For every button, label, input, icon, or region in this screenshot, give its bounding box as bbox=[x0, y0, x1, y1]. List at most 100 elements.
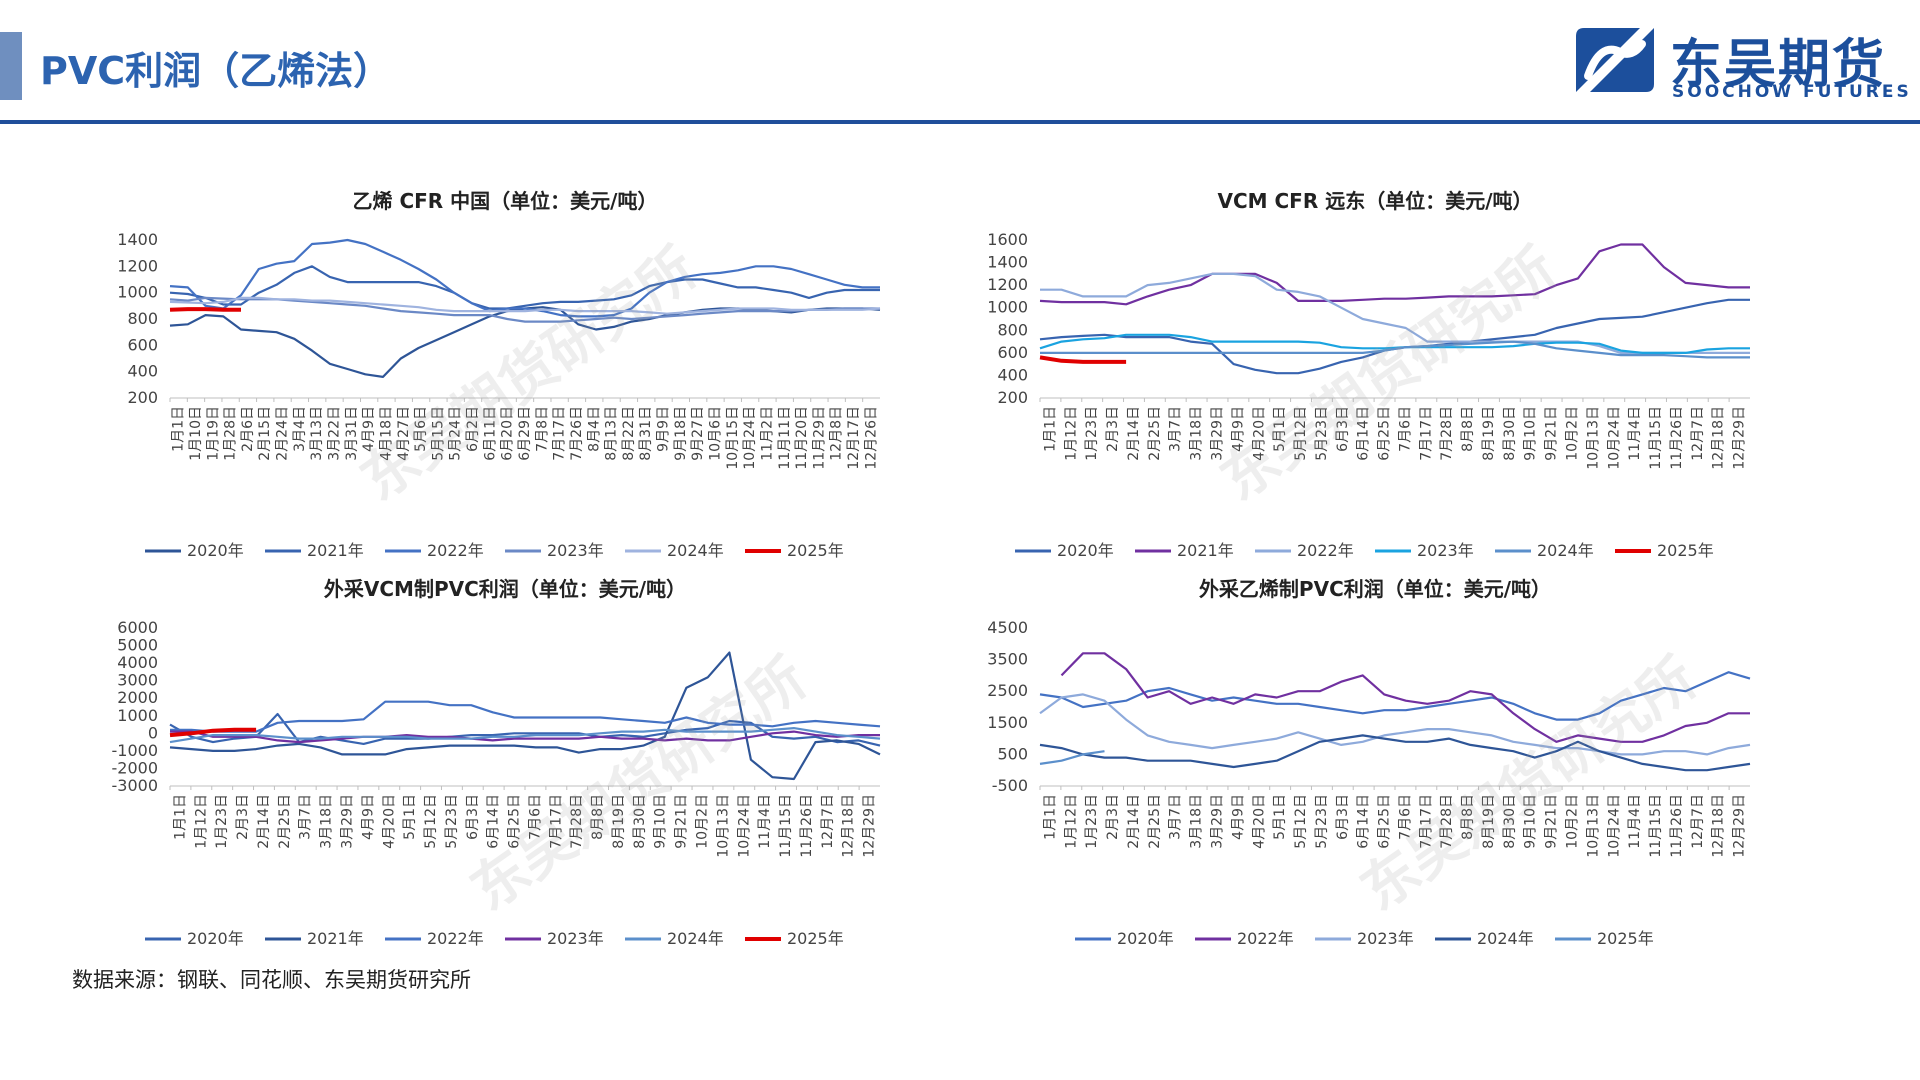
chart-ethylene-cfr-china: 乙烯 CFR 中国（单位：美元/吨） 200 400 600 800 1000 1200 14… bbox=[90, 178, 920, 568]
x-tick-label: 4月20日 bbox=[1251, 406, 1267, 461]
legend-label: 2020年 bbox=[187, 929, 244, 948]
x-tick-label: 12月29日 bbox=[862, 794, 878, 858]
y-tick-label: 4500 bbox=[987, 618, 1028, 637]
x-tick-label: 6月25日 bbox=[1377, 794, 1393, 849]
x-tick-label: 3月13日 bbox=[309, 406, 325, 461]
x-tick-label: 12月29日 bbox=[1732, 406, 1748, 470]
x-tick-label: 4月9日 bbox=[361, 406, 377, 452]
y-tick-label: 1000 bbox=[117, 706, 158, 725]
x-tick-label: 3月18日 bbox=[1189, 406, 1205, 461]
y-tick-label: 400 bbox=[127, 362, 158, 381]
chart-vcm-pvc-profit: 外采VCM制PVC利润（单位：美元/吨） -3000 -2000 -1000 0 1000… bbox=[90, 566, 920, 956]
x-tick-label: 4月18日 bbox=[378, 406, 394, 461]
x-tick-label: 10月13日 bbox=[1585, 406, 1601, 470]
series-line-2025年 bbox=[1039, 750, 1105, 765]
series-line-2023年 bbox=[1039, 333, 1750, 354]
chart-title: VCM CFR 远东（单位：美元/吨） bbox=[1217, 189, 1532, 213]
series-line-2022年 bbox=[170, 700, 881, 733]
x-tick-label: 3月7日 bbox=[298, 794, 314, 840]
series-line-2023年 bbox=[1039, 693, 1751, 756]
x-tick-label: 7月26日 bbox=[569, 406, 585, 461]
series-line-2022年 bbox=[1040, 272, 1750, 354]
y-tick-label: 4000 bbox=[117, 653, 158, 672]
legend-label: 2023年 bbox=[1417, 541, 1474, 560]
series-line-2021年 bbox=[169, 265, 880, 310]
legend-label: 2022年 bbox=[427, 541, 484, 560]
x-tick-label: 9月27日 bbox=[690, 406, 706, 461]
x-tick-label: 9月10日 bbox=[1523, 794, 1539, 849]
y-tick-label: 500 bbox=[997, 744, 1028, 763]
x-tick-label: 6月3日 bbox=[1335, 794, 1351, 840]
chart-ethylene-pvc-profit: 外采乙烯制PVC利润（单位：美元/吨） -500 500 1500 2500 3500 45… bbox=[960, 566, 1790, 956]
x-tick-label: 3月31日 bbox=[344, 406, 360, 461]
x-tick-label: 7月17日 bbox=[1418, 794, 1434, 849]
x-tick-label: 7月28日 bbox=[1439, 794, 1455, 849]
series-line-2020年 bbox=[169, 306, 881, 378]
x-tick-label: 5月23日 bbox=[444, 794, 460, 849]
x-tick-label: 11月15日 bbox=[1648, 794, 1664, 858]
x-tick-label: 9月10日 bbox=[1523, 406, 1539, 461]
series-line-2024年 bbox=[1040, 340, 1750, 359]
x-tick-label: 8月30日 bbox=[1502, 406, 1518, 461]
x-tick-label: 6月3日 bbox=[1335, 406, 1351, 452]
x-tick-label: 11月20日 bbox=[794, 406, 810, 470]
x-tick-label: 2月14日 bbox=[256, 794, 272, 849]
y-tick-label: 1400 bbox=[117, 230, 158, 249]
x-tick-label: 12月26日 bbox=[863, 406, 879, 470]
y-tick-label: 2000 bbox=[117, 688, 158, 707]
x-tick-label: 8月8日 bbox=[1460, 406, 1476, 452]
x-tick-label: 9月21日 bbox=[674, 794, 690, 849]
legend-label: 2020年 bbox=[187, 541, 244, 560]
x-tick-label: 8月8日 bbox=[1460, 794, 1476, 840]
y-tick-label: 200 bbox=[997, 388, 1028, 407]
y-tick-label: 1000 bbox=[117, 283, 158, 302]
x-tick-label: 11月26日 bbox=[1669, 794, 1685, 858]
y-tick-label: -500 bbox=[992, 776, 1028, 795]
x-tick-label: 12月18日 bbox=[1711, 794, 1727, 858]
y-tick-label: 3000 bbox=[117, 671, 158, 690]
x-tick-label: 1月1日 bbox=[1042, 406, 1058, 452]
x-tick-label: 11月11日 bbox=[777, 406, 793, 470]
x-tick-label: 4月27日 bbox=[396, 406, 412, 461]
chart-title: 外采乙烯制PVC利润（单位：美元/吨） bbox=[1199, 577, 1551, 601]
series-line-2025年 bbox=[1039, 355, 1127, 364]
x-tick-label: 10月15日 bbox=[725, 406, 741, 470]
x-tick-label: 3月18日 bbox=[319, 794, 335, 849]
x-tick-label: 9月10日 bbox=[653, 794, 669, 849]
x-tick-label: 4月9日 bbox=[360, 794, 376, 840]
chart-title: 乙烯 CFR 中国（单位：美元/吨） bbox=[353, 189, 658, 213]
x-tick-label: 8月31日 bbox=[638, 406, 654, 461]
legend-label: 2024年 bbox=[667, 541, 724, 560]
legend-label: 2025年 bbox=[787, 929, 844, 948]
x-tick-label: 5月23日 bbox=[1314, 794, 1330, 849]
y-tick-label: 1600 bbox=[987, 230, 1028, 249]
x-tick-label: 3月7日 bbox=[1168, 794, 1184, 840]
x-tick-label: 3月29日 bbox=[1210, 406, 1226, 461]
x-tick-label: 1月23日 bbox=[1084, 794, 1100, 849]
legend-label: 2021年 bbox=[307, 541, 364, 560]
x-tick-label: 11月15日 bbox=[1648, 406, 1664, 470]
y-tick-label: -2000 bbox=[112, 758, 159, 777]
series-line-2022年 bbox=[169, 238, 880, 318]
x-tick-label: 9月18日 bbox=[673, 406, 689, 461]
x-tick-label: 2月25日 bbox=[1147, 794, 1163, 849]
x-tick-label: 6月25日 bbox=[507, 794, 523, 849]
y-tick-label: 5000 bbox=[117, 636, 158, 655]
x-tick-label: 6月3日 bbox=[465, 794, 481, 840]
x-tick-label: 5月1日 bbox=[1272, 794, 1288, 840]
x-tick-label: 12月7日 bbox=[1690, 406, 1706, 461]
x-tick-label: 3月22日 bbox=[327, 406, 343, 461]
x-tick-label: 8月19日 bbox=[611, 794, 627, 849]
legend-label: 2025年 bbox=[787, 541, 844, 560]
x-tick-label: 10月13日 bbox=[1585, 794, 1601, 858]
x-tick-label: 7月6日 bbox=[1397, 794, 1413, 840]
x-tick-label: 9月9日 bbox=[656, 406, 672, 452]
x-tick-label: 5月12日 bbox=[423, 794, 439, 849]
title-bar: PVC利润（乙烯法） bbox=[0, 0, 1920, 124]
x-tick-label: 7月17日 bbox=[548, 794, 564, 849]
legend-label: 2025年 bbox=[1657, 541, 1714, 560]
x-tick-label: 12月7日 bbox=[820, 794, 836, 849]
x-tick-label: 1月12日 bbox=[1063, 406, 1079, 461]
x-tick-label: 12月7日 bbox=[1690, 794, 1706, 849]
data-source-note: 数据来源：钢联、同花顺、东吴期货研究所 bbox=[72, 968, 471, 992]
